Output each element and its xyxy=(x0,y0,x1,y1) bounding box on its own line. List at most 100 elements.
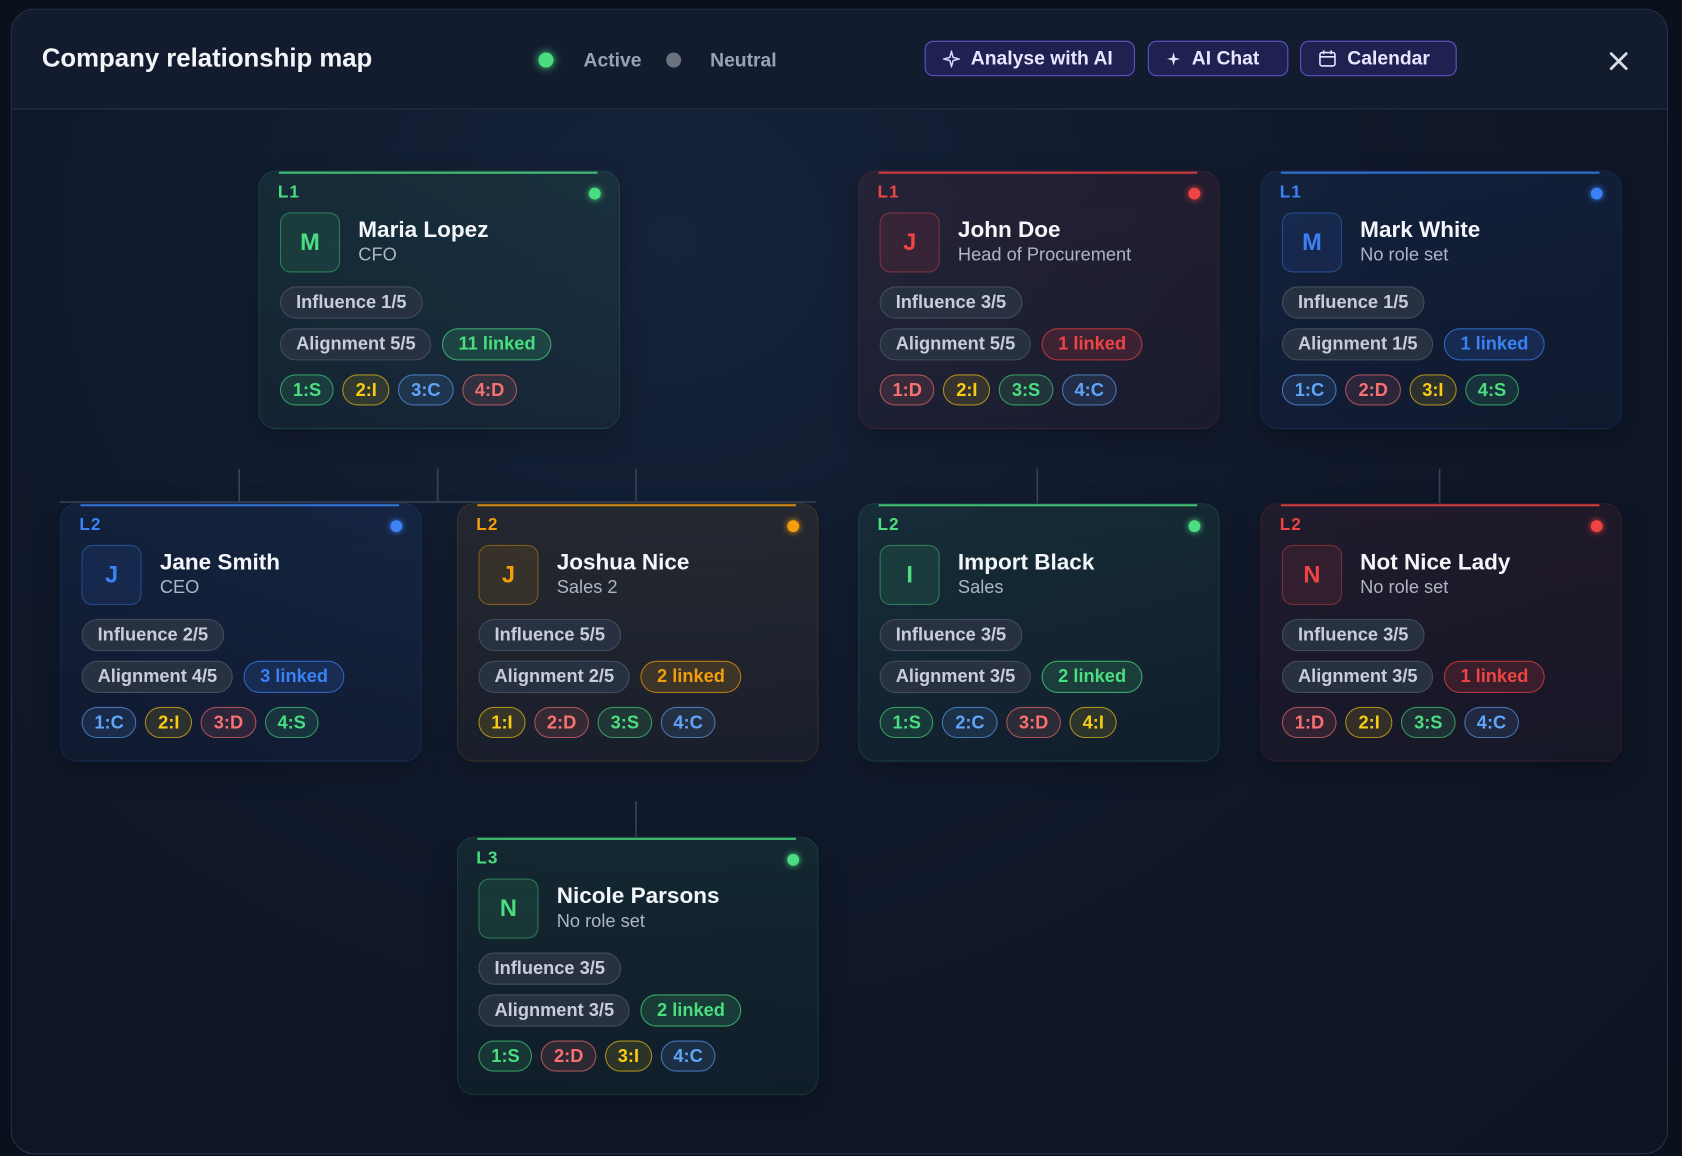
avatar: J xyxy=(879,212,940,273)
disc-tag: 2:I xyxy=(1345,706,1393,739)
influence-row: Influence 3/5 xyxy=(1281,618,1425,652)
sparkle-icon xyxy=(942,49,961,68)
header: Company relationship map Active Neutral … xyxy=(11,9,1667,110)
disc-tag: 4:C xyxy=(660,706,716,739)
disc-tag: 1:D xyxy=(879,374,935,406)
disc-row: 1:S 2:C 3:D 4:I xyxy=(879,706,1117,739)
disc-tag: 3:I xyxy=(604,1040,652,1072)
influence-row: Influence 1/5 xyxy=(1281,286,1425,319)
card-accent xyxy=(477,504,796,507)
person-card[interactable]: L3 N Nicole Parsons No role set Influence 3/… xyxy=(456,836,819,1096)
ai-chat-button[interactable]: AI Chat xyxy=(1147,40,1289,77)
influence-pill: Influence 5/5 xyxy=(478,618,622,652)
influence-pill: Influence 3/5 xyxy=(478,952,622,985)
card-accent xyxy=(1280,171,1600,174)
linked-pill: 1 linked xyxy=(1444,660,1545,693)
person-card[interactable]: L2 J Joshua Nice Sales 2 Influence 5/5 Alignm… xyxy=(456,503,819,762)
person-card[interactable]: L2 N Not Nice Lady No role set Influence 3/5… xyxy=(1260,503,1622,762)
status-dot xyxy=(1590,187,1603,200)
alignment-row: Alignment 5/5 11 linked xyxy=(279,328,552,361)
disc-tag: 4:C xyxy=(1463,706,1520,739)
linked-pill: 2 linked xyxy=(1042,660,1143,693)
disc-tag: 1:S xyxy=(879,706,934,739)
avatar: J xyxy=(478,544,539,606)
alignment-row: Alignment 2/5 2 linked xyxy=(478,660,742,693)
person-name: John Doe xyxy=(957,217,1061,243)
status-dot xyxy=(1188,187,1201,200)
person-name: Joshua Nice xyxy=(556,550,690,575)
sparkle-icon xyxy=(1166,51,1181,66)
card-accent xyxy=(1280,504,1600,507)
disc-tag: 3:I xyxy=(1409,374,1457,406)
person-name: Jane Smith xyxy=(159,550,281,575)
level-label: L2 xyxy=(877,515,900,535)
close-button[interactable] xyxy=(1608,50,1629,71)
disc-tag: 2:D xyxy=(541,1040,597,1072)
person-card[interactable]: L2 I Import Black Sales Influence 3/5 Alignme… xyxy=(858,503,1220,762)
influence-row: Influence 3/5 xyxy=(478,952,622,985)
person-card[interactable]: L1 M Mark White No role set Influence 1/5 Ali… xyxy=(1260,170,1622,430)
disc-tag: 2:I xyxy=(943,374,991,406)
linked-pill: 1 linked xyxy=(1444,328,1545,361)
card-accent xyxy=(878,504,1198,507)
person-role: No role set xyxy=(556,910,645,932)
disc-tag: 2:I xyxy=(145,706,193,739)
disc-tag: 3:D xyxy=(1006,706,1062,739)
disc-tag: 3:C xyxy=(398,374,454,406)
linked-pill: 2 linked xyxy=(640,660,742,693)
status-dot xyxy=(787,520,800,533)
disc-tag: 3:S xyxy=(1401,706,1456,739)
disc-row: 1:S 2:I 3:C 4:D xyxy=(279,374,518,406)
disc-row: 1:C 2:I 3:D 4:S xyxy=(81,706,319,739)
status-dot xyxy=(588,187,601,200)
influence-row: Influence 3/5 xyxy=(879,286,1023,319)
influence-row: Influence 5/5 xyxy=(478,618,622,652)
connectors xyxy=(60,468,1441,837)
person-role: Head of Procurement xyxy=(957,244,1132,265)
alignment-row: Alignment 1/5 1 linked xyxy=(1281,328,1545,361)
alignment-pill: Alignment 3/5 xyxy=(1281,660,1434,693)
calendar-button[interactable]: Calendar xyxy=(1300,40,1457,77)
modal: Company relationship map Active Neutral … xyxy=(10,8,1669,1155)
alignment-pill: Alignment 1/5 xyxy=(1281,328,1434,361)
title: Company relationship map xyxy=(41,43,373,73)
disc-tag: 4:I xyxy=(1069,706,1117,739)
avatar: J xyxy=(81,544,142,606)
person-role: CEO xyxy=(159,577,200,598)
alignment-row: Alignment 5/5 1 linked xyxy=(879,328,1143,361)
legend-label: Neutral xyxy=(710,49,777,71)
alignment-row: Alignment 3/5 2 linked xyxy=(879,660,1143,693)
person-card[interactable]: L2 J Jane Smith CEO Influence 2/5 Alignment 4… xyxy=(60,503,422,762)
linked-pill: 1 linked xyxy=(1042,328,1143,361)
alignment-pill: Alignment 3/5 xyxy=(879,660,1032,693)
person-role: No role set xyxy=(1360,244,1449,265)
influence-row: Influence 3/5 xyxy=(879,618,1023,652)
person-role: Sales xyxy=(957,577,1004,598)
alignment-row: Alignment 3/5 1 linked xyxy=(1281,660,1545,693)
cards-layer: L1 M Maria Lopez CFO Influence 1/5 Alignment … xyxy=(12,10,1667,1153)
level-label: L2 xyxy=(79,515,102,535)
linked-pill: 2 linked xyxy=(640,994,742,1027)
level-label: L3 xyxy=(476,849,499,868)
alignment-pill: Alignment 3/5 xyxy=(478,994,631,1027)
button-label: AI Chat xyxy=(1191,47,1260,69)
calendar-icon xyxy=(1319,50,1336,67)
person-card[interactable]: L1 M Maria Lopez CFO Influence 1/5 Alignment … xyxy=(258,170,621,430)
disc-tag: 2:D xyxy=(1345,374,1401,406)
person-card[interactable]: L1 J John Doe Head of Procurement Influence … xyxy=(858,170,1220,430)
status-dot xyxy=(787,853,800,866)
level-label: L1 xyxy=(277,183,301,202)
avatar: M xyxy=(1281,212,1342,273)
disc-tag: 3:D xyxy=(200,706,257,739)
alignment-row: Alignment 3/5 2 linked xyxy=(478,994,742,1027)
influence-pill: Influence 3/5 xyxy=(879,286,1023,319)
card-accent xyxy=(80,504,400,507)
disc-row: 1:D 2:I 3:S 4:C xyxy=(879,374,1117,406)
influence-row: Influence 2/5 xyxy=(81,618,225,652)
influence-pill: Influence 3/5 xyxy=(1281,618,1425,652)
card-accent xyxy=(278,171,598,174)
analyse-button[interactable]: Analyse with AI xyxy=(924,40,1135,77)
person-name: Not Nice Lady xyxy=(1360,550,1511,575)
